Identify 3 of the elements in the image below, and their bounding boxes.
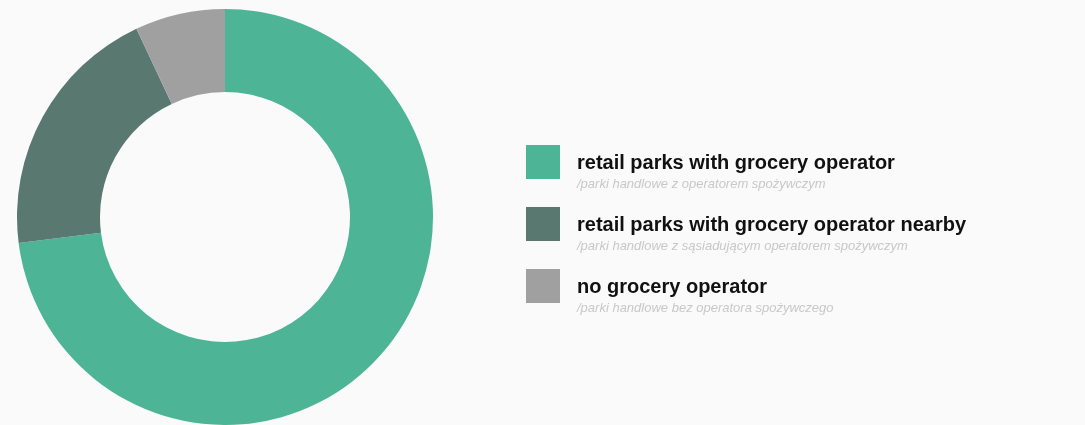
legend-label: retail parks with grocery operator nearby	[577, 213, 967, 235]
legend-label: no grocery operator	[577, 275, 768, 297]
legend-label: retail parks with grocery operator	[577, 151, 896, 173]
